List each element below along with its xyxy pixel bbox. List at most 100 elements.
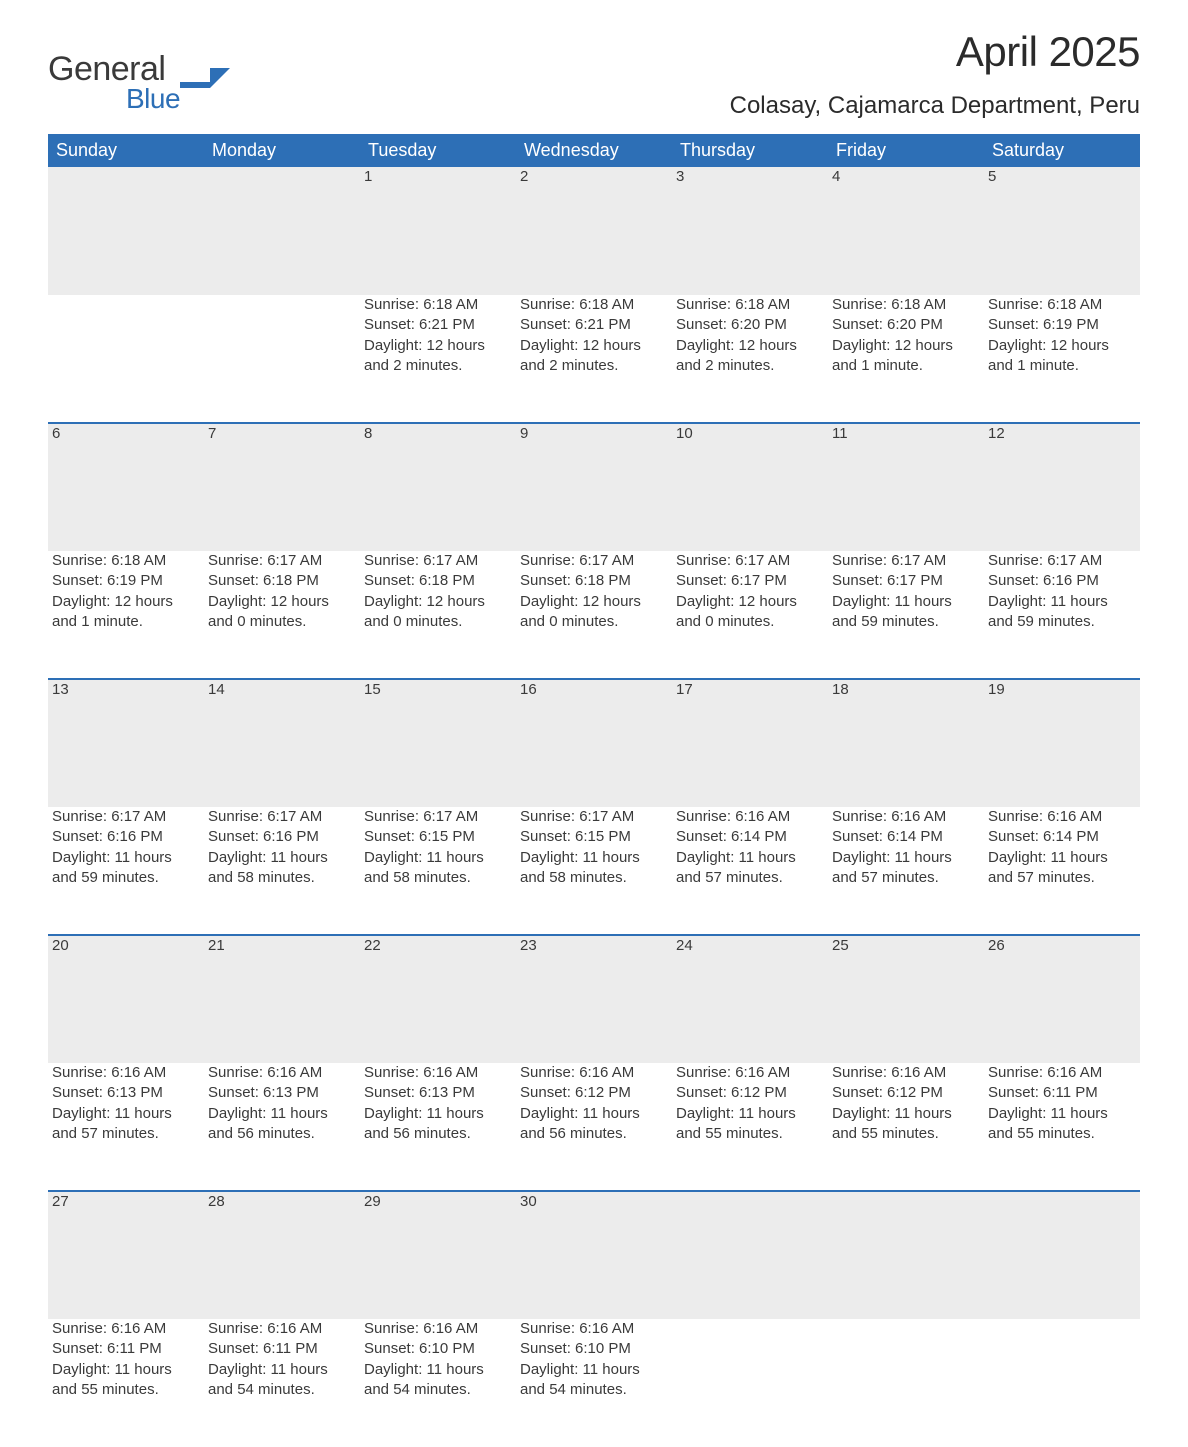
location-subtitle: Colasay, Cajamarca Department, Peru (48, 92, 1140, 120)
daylight-line-2: and 0 minutes. (676, 612, 820, 632)
daylight-line-1: Daylight: 11 hours (676, 848, 820, 868)
sunrise-line: Sunrise: 6:17 AM (52, 807, 196, 827)
day-number: 19 (984, 679, 1140, 807)
weekday-header: Sunday (48, 134, 204, 167)
daylight-line-1: Daylight: 12 hours (364, 336, 508, 356)
day-cell: Sunrise: 6:16 AMSunset: 6:11 PMDaylight:… (984, 1063, 1140, 1191)
daylight-line-1: Daylight: 11 hours (988, 592, 1132, 612)
daylight-line-1: Daylight: 11 hours (832, 848, 976, 868)
day-number-empty (204, 167, 360, 295)
daylight-line-2: and 55 minutes. (988, 1124, 1132, 1144)
sunset-line: Sunset: 6:20 PM (832, 315, 976, 335)
day-number: 3 (672, 167, 828, 295)
sunset-line: Sunset: 6:14 PM (676, 827, 820, 847)
day-number-row: 12345 (48, 167, 1140, 295)
day-cell: Sunrise: 6:16 AMSunset: 6:11 PMDaylight:… (48, 1319, 204, 1447)
day-number: 8 (360, 423, 516, 551)
daylight-line-1: Daylight: 11 hours (832, 592, 976, 612)
daylight-line-2: and 56 minutes. (520, 1124, 664, 1144)
day-number: 6 (48, 423, 204, 551)
sunset-line: Sunset: 6:12 PM (832, 1083, 976, 1103)
day-number: 17 (672, 679, 828, 807)
sunset-line: Sunset: 6:11 PM (988, 1083, 1132, 1103)
day-cell: Sunrise: 6:17 AMSunset: 6:17 PMDaylight:… (672, 551, 828, 679)
weekday-header: Tuesday (360, 134, 516, 167)
daylight-line-2: and 58 minutes. (520, 868, 664, 888)
day-number: 28 (204, 1191, 360, 1319)
weekday-header: Monday (204, 134, 360, 167)
day-number: 16 (516, 679, 672, 807)
sunset-line: Sunset: 6:14 PM (832, 827, 976, 847)
daylight-line-1: Daylight: 11 hours (832, 1104, 976, 1124)
sunrise-line: Sunrise: 6:18 AM (988, 295, 1132, 315)
sunrise-line: Sunrise: 6:16 AM (832, 807, 976, 827)
day-cell: Sunrise: 6:17 AMSunset: 6:18 PMDaylight:… (360, 551, 516, 679)
daylight-line-2: and 57 minutes. (52, 1124, 196, 1144)
daylight-line-2: and 55 minutes. (52, 1380, 196, 1400)
sunrise-line: Sunrise: 6:17 AM (988, 551, 1132, 571)
day-cell: Sunrise: 6:16 AMSunset: 6:13 PMDaylight:… (48, 1063, 204, 1191)
sunrise-line: Sunrise: 6:18 AM (52, 551, 196, 571)
sunrise-line: Sunrise: 6:16 AM (364, 1063, 508, 1083)
daylight-line-1: Daylight: 12 hours (520, 592, 664, 612)
logo-flag-icon (180, 64, 238, 92)
daylight-line-2: and 56 minutes. (364, 1124, 508, 1144)
sunrise-line: Sunrise: 6:17 AM (832, 551, 976, 571)
daylight-line-2: and 1 minute. (988, 356, 1132, 376)
weekday-header: Friday (828, 134, 984, 167)
sunset-line: Sunset: 6:11 PM (208, 1339, 352, 1359)
sunrise-line: Sunrise: 6:16 AM (676, 807, 820, 827)
day-number-empty (984, 1191, 1140, 1319)
calendar-table: Sunday Monday Tuesday Wednesday Thursday… (48, 134, 1140, 1447)
sunset-line: Sunset: 6:12 PM (520, 1083, 664, 1103)
day-cell: Sunrise: 6:16 AMSunset: 6:12 PMDaylight:… (828, 1063, 984, 1191)
day-cell: Sunrise: 6:16 AMSunset: 6:14 PMDaylight:… (984, 807, 1140, 935)
daylight-line-2: and 55 minutes. (832, 1124, 976, 1144)
day-cell: Sunrise: 6:16 AMSunset: 6:13 PMDaylight:… (204, 1063, 360, 1191)
sunset-line: Sunset: 6:12 PM (676, 1083, 820, 1103)
day-cell-empty (204, 295, 360, 423)
day-cell: Sunrise: 6:16 AMSunset: 6:14 PMDaylight:… (672, 807, 828, 935)
day-number-row: 13141516171819 (48, 679, 1140, 807)
sunrise-line: Sunrise: 6:18 AM (364, 295, 508, 315)
daylight-line-2: and 59 minutes. (988, 612, 1132, 632)
logo-word-2: Blue (126, 83, 180, 115)
day-number: 11 (828, 423, 984, 551)
day-cell: Sunrise: 6:17 AMSunset: 6:17 PMDaylight:… (828, 551, 984, 679)
daylight-line-2: and 57 minutes. (676, 868, 820, 888)
daylight-line-1: Daylight: 11 hours (208, 848, 352, 868)
day-cell: Sunrise: 6:18 AMSunset: 6:19 PMDaylight:… (48, 551, 204, 679)
day-cell: Sunrise: 6:16 AMSunset: 6:12 PMDaylight:… (516, 1063, 672, 1191)
weekday-header: Thursday (672, 134, 828, 167)
sunset-line: Sunset: 6:10 PM (520, 1339, 664, 1359)
daylight-line-1: Daylight: 11 hours (208, 1360, 352, 1380)
day-cell: Sunrise: 6:17 AMSunset: 6:15 PMDaylight:… (360, 807, 516, 935)
daylight-line-2: and 0 minutes. (208, 612, 352, 632)
day-content-row: Sunrise: 6:17 AMSunset: 6:16 PMDaylight:… (48, 807, 1140, 935)
daylight-line-1: Daylight: 11 hours (208, 1104, 352, 1124)
sunset-line: Sunset: 6:17 PM (676, 571, 820, 591)
daylight-line-2: and 2 minutes. (520, 356, 664, 376)
sunrise-line: Sunrise: 6:16 AM (364, 1319, 508, 1339)
day-number: 13 (48, 679, 204, 807)
day-number: 27 (48, 1191, 204, 1319)
sunset-line: Sunset: 6:21 PM (520, 315, 664, 335)
sunset-line: Sunset: 6:16 PM (988, 571, 1132, 591)
daylight-line-2: and 0 minutes. (364, 612, 508, 632)
day-cell: Sunrise: 6:18 AMSunset: 6:19 PMDaylight:… (984, 295, 1140, 423)
logo: General Blue (48, 50, 180, 115)
daylight-line-2: and 2 minutes. (676, 356, 820, 376)
day-cell-empty (828, 1319, 984, 1447)
day-cell-empty (48, 295, 204, 423)
day-content-row: Sunrise: 6:18 AM Sunset: 6:21 PM Daylight:… (48, 295, 1140, 423)
daylight-line-1: Daylight: 11 hours (520, 1104, 664, 1124)
sunset-line: Sunset: 6:13 PM (208, 1083, 352, 1103)
sunset-line: Sunset: 6:18 PM (520, 571, 664, 591)
day-number-row: 6789101112 (48, 423, 1140, 551)
day-number: 14 (204, 679, 360, 807)
sunrise-line: Sunrise: 6:18 AM (676, 295, 820, 315)
daylight-line-1: Daylight: 11 hours (52, 848, 196, 868)
sunrise-line: Sunrise: 6:16 AM (832, 1063, 976, 1083)
day-number: 7 (204, 423, 360, 551)
day-number-row: 20212223242526 (48, 935, 1140, 1063)
